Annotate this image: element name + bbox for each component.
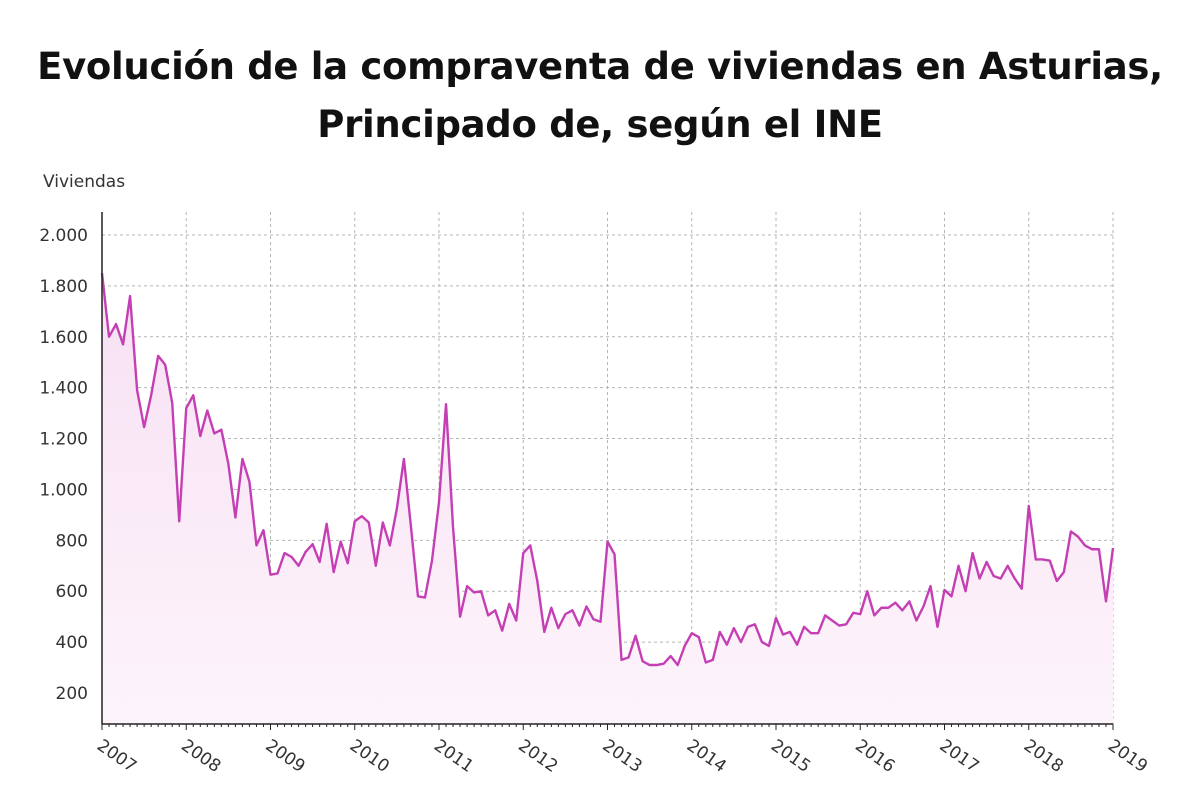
y-tick-label: 1.400: [39, 379, 88, 399]
y-tick-label: 1.600: [39, 328, 88, 348]
y-tick-label: 1.800: [39, 277, 88, 297]
axes: [101, 212, 1114, 730]
x-tick-label: 2014: [683, 736, 730, 777]
y-tick-label: 1.200: [39, 430, 88, 450]
x-tick-label: 2016: [851, 736, 898, 777]
y-tick-label: 600: [56, 582, 88, 602]
y-tick-label: 200: [56, 684, 88, 704]
series-line: [100, 273, 1115, 667]
x-tick-label: 2010: [346, 736, 393, 777]
x-tick-label: 2007: [93, 736, 140, 777]
x-tick-label: 2015: [767, 736, 814, 777]
y-tick-labels: 200 400 600 800 1.000 1.200 1.400 1.600 1.800 2.0…: [39, 226, 88, 704]
y-tick-label: 2.000: [39, 226, 88, 246]
x-tick-label: 2013: [599, 736, 646, 777]
x-tick-label: 2011: [430, 736, 477, 777]
x-tick-labels: 2007 2008 2009 2010 2011 2012 2013 2014 2015 2016…: [93, 736, 1151, 777]
x-tick-label: 2019: [1104, 736, 1151, 777]
y-tick-label: 800: [56, 531, 88, 551]
x-tick-label: 2009: [262, 736, 309, 777]
x-tick-label: 2012: [514, 736, 561, 777]
y-axis-label: Viviendas: [43, 172, 126, 192]
y-tick-label: 400: [56, 633, 88, 653]
x-tick-label: 2017: [936, 736, 983, 777]
chart-title-line-1: Evolución de la compraventa de viviendas…: [37, 45, 1163, 88]
chart-title: Evolución de la compraventa de viviendas…: [0, 38, 1200, 154]
y-tick-label: 1.000: [39, 480, 88, 500]
series-area: [102, 273, 1113, 724]
x-tick-label: 2008: [177, 736, 224, 777]
chart-title-line-2: Principado de, según el INE: [317, 103, 883, 146]
x-tick-label: 2018: [1020, 736, 1067, 777]
